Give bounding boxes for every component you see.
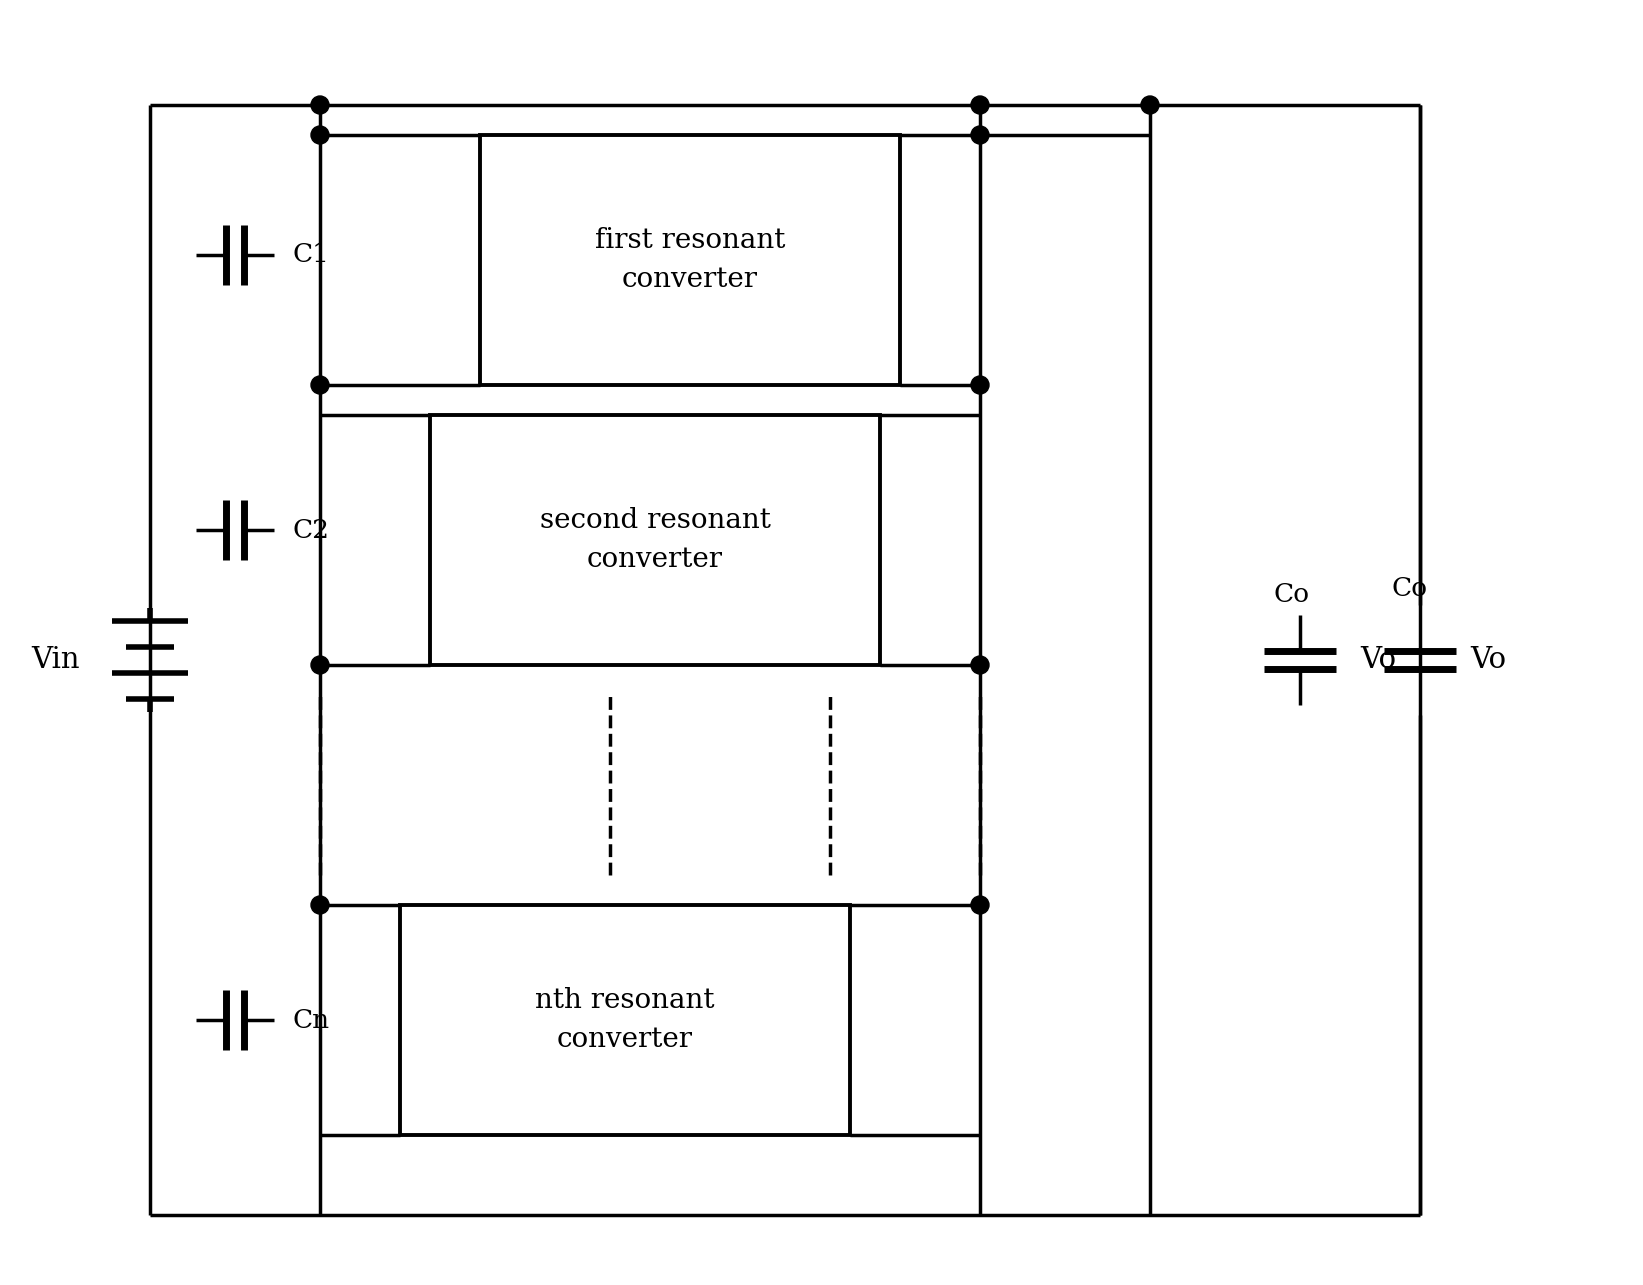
Text: Cn: Cn	[292, 1007, 329, 1033]
Text: Co: Co	[1273, 582, 1309, 608]
FancyBboxPatch shape	[399, 905, 849, 1135]
Text: Vo: Vo	[1360, 646, 1397, 675]
FancyBboxPatch shape	[480, 135, 900, 386]
Text: first resonant
converter: first resonant converter	[595, 226, 785, 293]
Circle shape	[971, 896, 989, 914]
Circle shape	[971, 377, 989, 394]
Circle shape	[311, 96, 329, 114]
Text: C1: C1	[292, 243, 329, 267]
FancyBboxPatch shape	[430, 415, 881, 666]
Text: second resonant
converter: second resonant converter	[539, 506, 771, 573]
Circle shape	[311, 126, 329, 144]
Text: C2: C2	[292, 518, 329, 542]
Text: Co: Co	[1392, 576, 1428, 600]
Circle shape	[1140, 96, 1158, 114]
Text: Vo: Vo	[1470, 646, 1507, 675]
Circle shape	[311, 657, 329, 675]
Text: Vin: Vin	[31, 646, 81, 675]
Circle shape	[971, 96, 989, 114]
Text: nth resonant
converter: nth resonant converter	[536, 987, 715, 1054]
Circle shape	[311, 377, 329, 394]
Circle shape	[971, 657, 989, 675]
Circle shape	[311, 896, 329, 914]
Circle shape	[971, 126, 989, 144]
